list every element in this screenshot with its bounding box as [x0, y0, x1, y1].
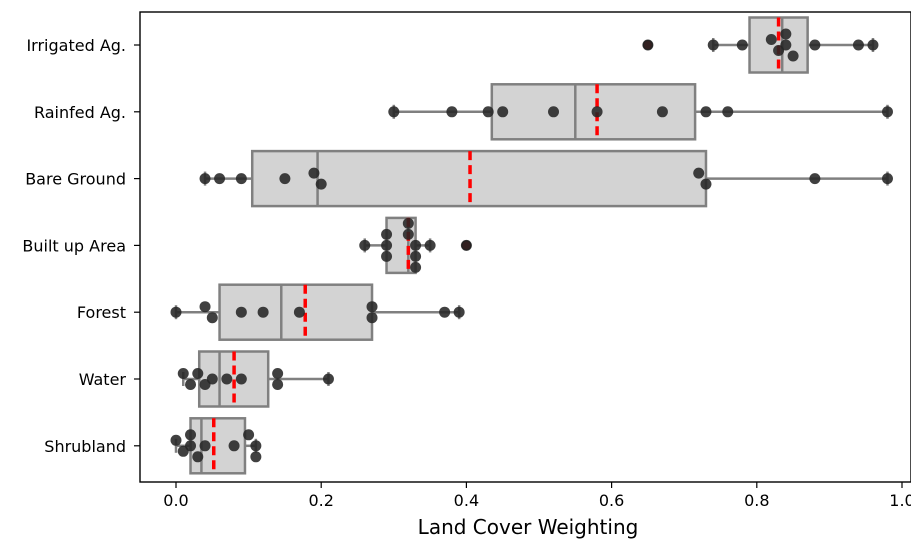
data-point: [381, 250, 393, 262]
y-tick-label: Built up Area: [22, 236, 126, 255]
x-axis: 0.0 0.2 0.4 0.6 0.8 1.0: [163, 482, 911, 510]
data-point: [199, 301, 211, 313]
data-point: [250, 451, 262, 463]
data-point: [192, 451, 204, 463]
data-point: [482, 106, 494, 118]
data-point: [315, 178, 327, 190]
data-point: [707, 39, 719, 51]
data-point: [199, 173, 211, 185]
data-point: [308, 167, 320, 179]
data-point: [359, 239, 371, 251]
data-point: [497, 106, 509, 118]
data-point: [656, 106, 668, 118]
y-tick-label: Water: [79, 370, 127, 389]
box-group: [174, 283, 461, 341]
data-point: [272, 368, 284, 379]
box-group: [203, 149, 889, 208]
data-point: [177, 368, 189, 379]
plot-frame: [139, 11, 911, 483]
data-point: [809, 173, 821, 185]
x-tick-label: 0.0: [163, 491, 188, 510]
y-tick-label: Shrubland: [44, 437, 126, 456]
data-point: [170, 434, 182, 446]
data-point: [867, 39, 879, 51]
data-point: [185, 429, 197, 441]
data-point: [591, 106, 603, 118]
data-point: [228, 440, 240, 452]
data-point: [214, 173, 226, 185]
data-point: [235, 373, 247, 385]
data-point: [192, 368, 204, 379]
y-tick-label: Rainfed Ag.: [34, 103, 126, 122]
data-point: [322, 373, 334, 385]
data-point: [780, 28, 792, 40]
data-point: [185, 379, 197, 390]
x-tick-label: 0.2: [308, 491, 333, 510]
data-point: [388, 106, 400, 118]
data-point: [199, 440, 211, 452]
data-point: [381, 228, 393, 240]
data-point: [235, 173, 247, 185]
data-point: [424, 239, 436, 251]
data-point: [410, 261, 422, 273]
data-point: [272, 379, 284, 390]
data-point: [366, 301, 378, 313]
data-point: [235, 306, 247, 318]
data-point: [548, 106, 560, 118]
data-point: [381, 239, 393, 251]
data-point: [257, 306, 269, 318]
data-point: [736, 39, 748, 51]
data-point: [852, 39, 864, 51]
y-tick-label: Irrigated Ag.: [26, 36, 126, 55]
data-point: [693, 167, 705, 179]
data-point: [402, 217, 414, 229]
y-axis: Irrigated Ag. Rainfed Ag. Bare Ground Built…: [22, 36, 140, 456]
data-point: [410, 239, 422, 251]
data-point: [700, 178, 712, 190]
x-tick-label: 0.4: [454, 491, 479, 510]
x-tick-label: 0.8: [744, 491, 769, 510]
data-point: [809, 39, 821, 51]
data-point: [366, 312, 378, 324]
data-point: [453, 306, 465, 318]
points-layer: [170, 28, 893, 463]
data-point: [221, 373, 233, 385]
data-point: [250, 440, 262, 452]
data-point: [439, 306, 451, 318]
data-point: [722, 106, 734, 118]
data-point: [185, 440, 197, 452]
data-point: [293, 306, 305, 318]
y-tick-label: Bare Ground: [25, 170, 126, 189]
data-point: [780, 39, 792, 51]
data-point: [460, 239, 472, 251]
x-tick-label: 0.6: [599, 491, 624, 510]
data-point: [243, 429, 255, 441]
y-tick-label: Forest: [77, 303, 126, 322]
data-point: [410, 250, 422, 262]
x-tick-label: 1.0: [889, 491, 911, 510]
data-point: [206, 373, 218, 385]
boxes-layer: [174, 16, 889, 475]
data-point: [881, 173, 893, 185]
data-point: [881, 106, 893, 118]
box-group: [642, 16, 875, 74]
data-point: [787, 50, 799, 62]
data-point: [700, 106, 712, 118]
data-point: [765, 34, 777, 45]
data-point: [446, 106, 458, 118]
data-point: [402, 228, 414, 240]
data-point: [206, 312, 218, 324]
data-point: [170, 306, 182, 318]
x-axis-label: Land Cover Weighting: [418, 515, 639, 539]
box-group: [392, 83, 889, 141]
iqr-box: [250, 149, 708, 208]
data-point: [642, 39, 654, 51]
data-point: [279, 173, 291, 185]
